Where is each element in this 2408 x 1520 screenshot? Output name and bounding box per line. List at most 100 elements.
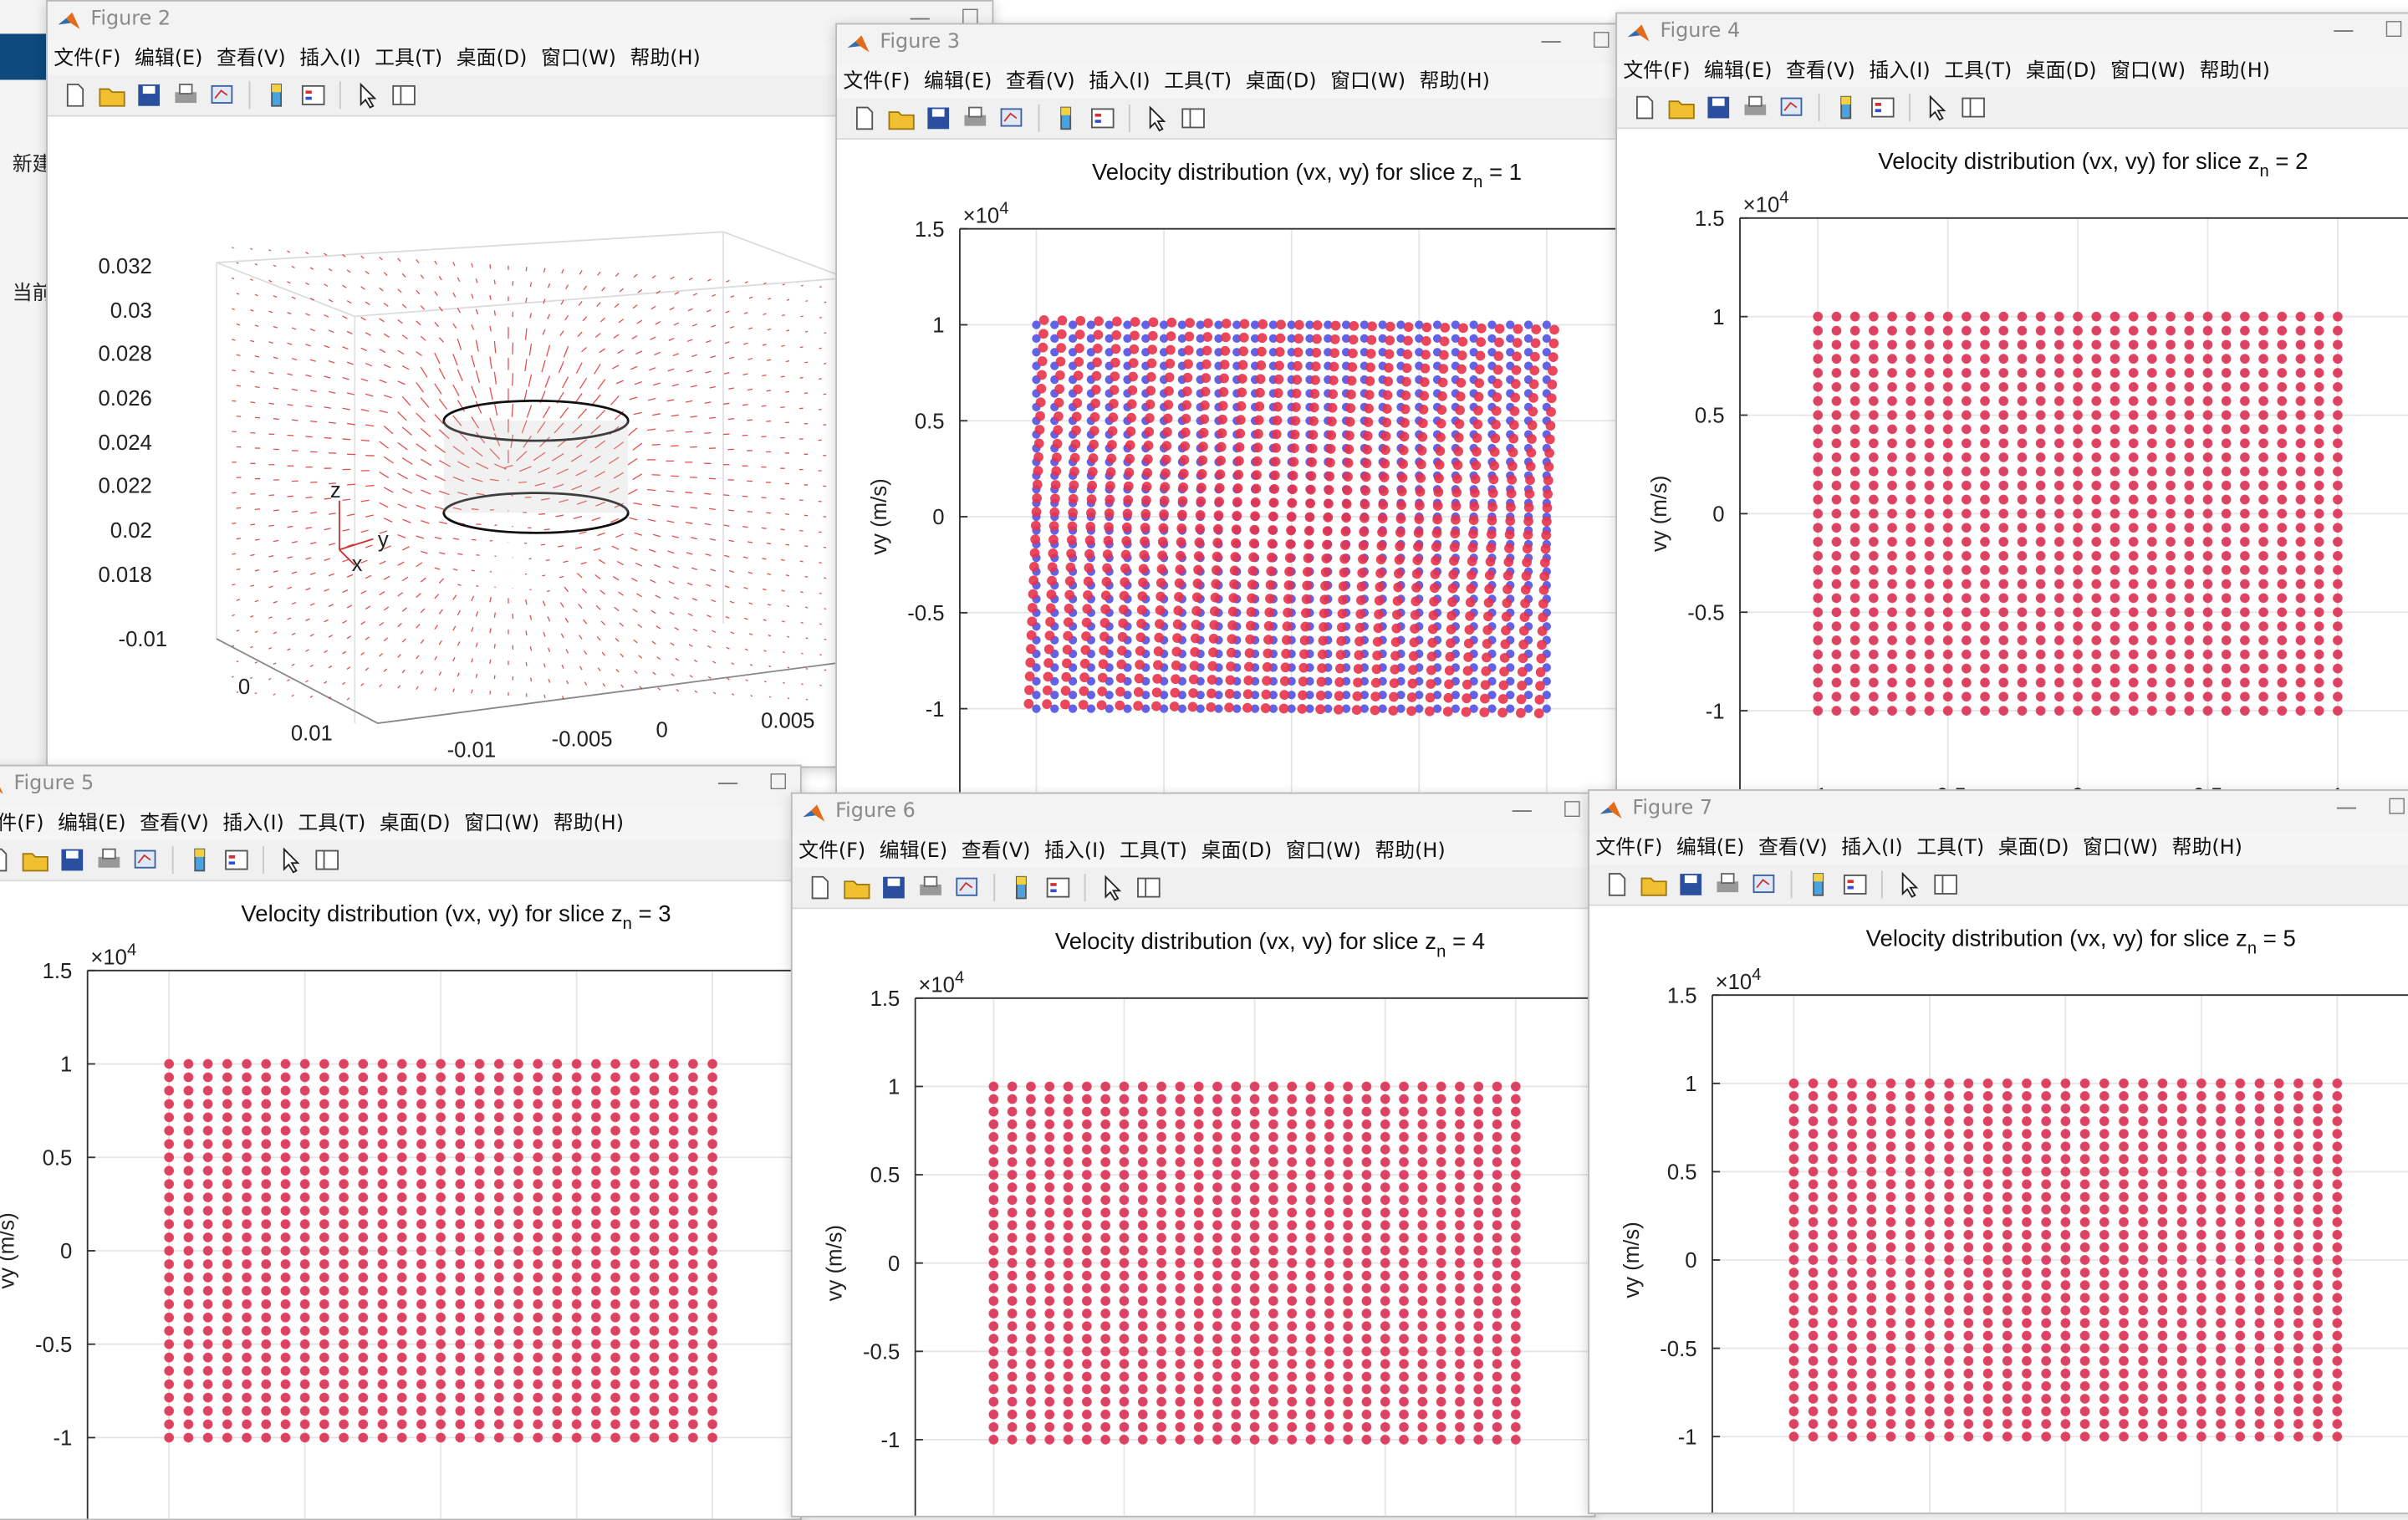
data-point [1420, 377, 1430, 387]
open-folder-icon[interactable] [22, 846, 49, 874]
menu-item[interactable]: 编辑(E) [924, 66, 992, 99]
save-icon[interactable] [1705, 94, 1732, 121]
data-point [2036, 339, 2046, 349]
menu-item[interactable]: 文件(F) [54, 43, 120, 76]
data-point [1195, 524, 1205, 534]
link-plot-icon[interactable] [1778, 94, 1806, 121]
title-bar[interactable]: Figure 5—☐ [0, 767, 800, 807]
menu-item[interactable]: 帮助(H) [630, 43, 701, 76]
menu-item[interactable]: 窗口(W) [541, 43, 616, 76]
new-file-icon[interactable] [851, 105, 879, 132]
menu-item[interactable]: 桌面(D) [457, 43, 528, 76]
menu-item[interactable]: 帮助(H) [2200, 55, 2270, 89]
insert-colorbar-icon[interactable] [1832, 94, 1860, 121]
save-icon[interactable] [135, 81, 163, 109]
menu-item[interactable]: 窗口(W) [1330, 66, 1406, 99]
data-point [2222, 607, 2232, 617]
menu-item[interactable]: 插入(I) [1089, 66, 1150, 99]
menu-item[interactable]: 文件(F) [1623, 55, 1690, 89]
data-point [1273, 416, 1283, 426]
menu-item[interactable]: 窗口(W) [2110, 55, 2186, 89]
quiver-arrow [693, 629, 697, 631]
menu-item[interactable]: 文件(F) [843, 66, 910, 99]
menu-item[interactable]: 帮助(H) [1420, 66, 1490, 99]
quiver-arrow [494, 644, 495, 648]
minimize-icon[interactable]: — [2333, 18, 2354, 43]
fig3-window[interactable]: Figure 3—☐文件(F)编辑(E)查看(V)插入(I)工具(T)桌面(D)… [835, 23, 1625, 794]
select-arrow-icon[interactable] [277, 846, 304, 874]
menu-item[interactable]: 插入(I) [299, 43, 360, 76]
menu-item[interactable]: 编辑(E) [1704, 55, 1772, 89]
property-inspector-icon[interactable] [314, 846, 341, 874]
figure-canvas[interactable]: 1.510.50-0.5-1-1.5-1-0.500.51×104Velocit… [1617, 129, 2408, 797]
print-icon[interactable] [1742, 94, 1769, 121]
insert-colorbar-icon[interactable] [186, 846, 213, 874]
maximize-icon[interactable]: ☐ [2384, 18, 2403, 43]
print-icon[interactable] [95, 846, 123, 874]
menu-item[interactable]: 工具(T) [1944, 55, 2012, 89]
title-bar[interactable]: Figure 4—☐ [1617, 14, 2408, 54]
new-file-icon[interactable] [1631, 94, 1659, 121]
menu-item[interactable]: 工具(T) [375, 43, 442, 76]
data-point [1429, 597, 1439, 607]
menu-item[interactable]: 查看(V) [217, 43, 286, 76]
new-file-icon[interactable] [0, 846, 13, 874]
insert-legend-icon[interactable] [1089, 105, 1116, 132]
open-folder-icon[interactable] [99, 81, 126, 109]
link-plot-icon[interactable] [209, 81, 237, 109]
property-inspector-icon[interactable] [390, 81, 418, 109]
menu-item[interactable]: 文件(F) [0, 808, 44, 841]
minimize-icon[interactable]: — [717, 771, 739, 795]
link-plot-icon[interactable] [998, 105, 1026, 132]
insert-legend-icon[interactable] [222, 846, 250, 874]
open-folder-icon[interactable] [1668, 94, 1696, 121]
menu-item[interactable]: 插入(I) [1869, 55, 1930, 89]
select-arrow-icon[interactable] [353, 81, 380, 109]
insert-colorbar-icon[interactable] [263, 81, 290, 109]
data-point [1869, 382, 1879, 392]
maximize-icon[interactable]: ☐ [768, 771, 788, 795]
data-point [1543, 320, 1551, 329]
fig5-window[interactable]: Figure 5—☐文件(F)编辑(E)查看(V)插入(I)工具(T)桌面(D)… [0, 765, 802, 1520]
select-arrow-icon[interactable] [1143, 105, 1171, 132]
menu-item[interactable]: 桌面(D) [1246, 66, 1317, 99]
menu-item[interactable]: 查看(V) [1786, 55, 1855, 89]
data-point [1539, 571, 1549, 581]
new-file-icon[interactable] [61, 81, 89, 109]
open-folder-icon[interactable] [888, 105, 916, 132]
menu-item[interactable]: 查看(V) [1006, 66, 1075, 99]
link-plot-icon[interactable] [132, 846, 160, 874]
menu-item[interactable]: 编辑(E) [135, 43, 202, 76]
property-inspector-icon[interactable] [1180, 105, 1207, 132]
print-icon[interactable] [172, 81, 200, 109]
property-inspector-icon[interactable] [1960, 94, 1987, 121]
menu-item[interactable]: 工具(T) [1164, 66, 1232, 99]
minimize-icon[interactable]: — [1540, 29, 1562, 54]
data-point [1463, 666, 1473, 676]
fig4-window[interactable]: Figure 4—☐文件(F)编辑(E)查看(V)插入(I)工具(T)桌面(D)… [1615, 13, 2408, 798]
menu-item[interactable]: 插入(I) [222, 808, 283, 841]
data-point [2277, 354, 2287, 364]
menu-item[interactable]: 桌面(D) [380, 808, 451, 841]
save-icon[interactable] [59, 846, 86, 874]
menu-item[interactable]: 桌面(D) [2026, 55, 2097, 89]
menu-item[interactable]: 查看(V) [140, 808, 209, 841]
menu-item[interactable]: 帮助(H) [554, 808, 624, 841]
quiver-arrow [380, 685, 382, 687]
data-point [1196, 497, 1206, 507]
menu-item[interactable]: 工具(T) [298, 808, 365, 841]
menu-item[interactable]: 编辑(E) [58, 808, 125, 841]
y-tick-label: -0.005 [552, 728, 613, 752]
title-bar[interactable]: Figure 3—☐ [837, 24, 1623, 64]
insert-legend-icon[interactable] [1869, 94, 1896, 121]
select-arrow-icon[interactable] [1923, 94, 1951, 121]
insert-colorbar-icon[interactable] [1052, 105, 1079, 132]
maximize-icon[interactable]: ☐ [1592, 29, 1611, 54]
quiver-arrow [255, 294, 258, 295]
menu-item[interactable]: 窗口(W) [464, 808, 539, 841]
print-icon[interactable] [962, 105, 989, 132]
save-icon[interactable] [925, 105, 952, 132]
insert-legend-icon[interactable] [299, 81, 327, 109]
